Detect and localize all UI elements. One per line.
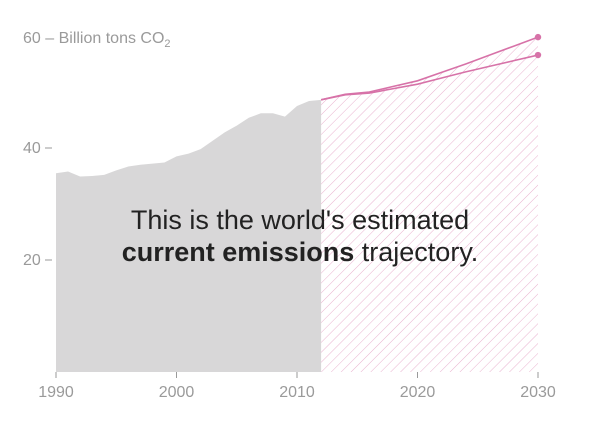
annotation-bold-phrase: current emissions xyxy=(121,237,355,268)
x-tick-label: 2000 xyxy=(159,384,195,401)
annotation-line-2: current emissions trajectory. xyxy=(0,236,600,268)
historical-emissions-area xyxy=(56,99,322,372)
projection-line-1 xyxy=(320,36,539,101)
y-tick-label: 40 xyxy=(23,140,41,157)
annotation-rest: trajectory. xyxy=(354,237,479,268)
annotation-line-1: This is the world's estimated xyxy=(130,205,470,235)
x-tick-label: 2010 xyxy=(279,384,315,401)
projection-endpoint-1 xyxy=(534,33,542,41)
x-tick-label: 2030 xyxy=(520,384,556,401)
y-tick-label: 20 xyxy=(23,252,41,269)
x-tick-label: 1990 xyxy=(38,384,74,401)
projection-line-2 xyxy=(320,54,539,101)
y-axis-unit-label: 60 – Billion tons CO2 xyxy=(23,30,171,50)
chart-annotation: This is the world's estimated current em… xyxy=(0,204,600,269)
projection-hatched-area xyxy=(321,37,538,373)
x-tick-label: 2020 xyxy=(400,384,436,401)
projection-endpoint-2 xyxy=(534,51,542,59)
